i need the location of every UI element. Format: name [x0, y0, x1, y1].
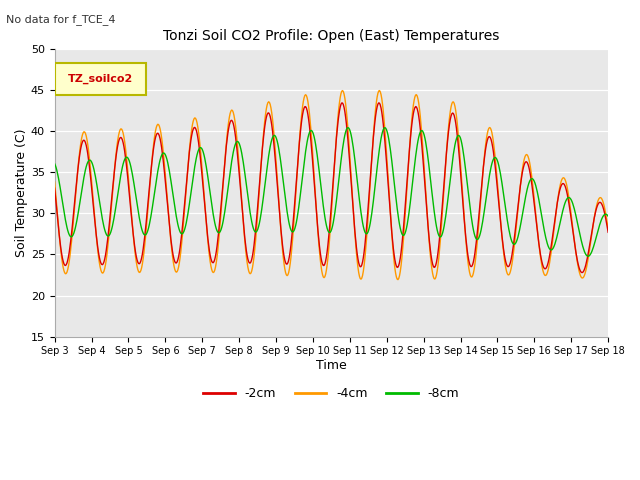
- Title: Tonzi Soil CO2 Profile: Open (East) Temperatures: Tonzi Soil CO2 Profile: Open (East) Temp…: [163, 29, 500, 43]
- Legend: -2cm, -4cm, -8cm: -2cm, -4cm, -8cm: [198, 383, 464, 406]
- FancyBboxPatch shape: [54, 63, 146, 95]
- Y-axis label: Soil Temperature (C): Soil Temperature (C): [15, 129, 28, 257]
- X-axis label: Time: Time: [316, 359, 347, 372]
- Text: TZ_soilco2: TZ_soilco2: [67, 74, 132, 84]
- Text: No data for f_TCE_4: No data for f_TCE_4: [6, 14, 116, 25]
